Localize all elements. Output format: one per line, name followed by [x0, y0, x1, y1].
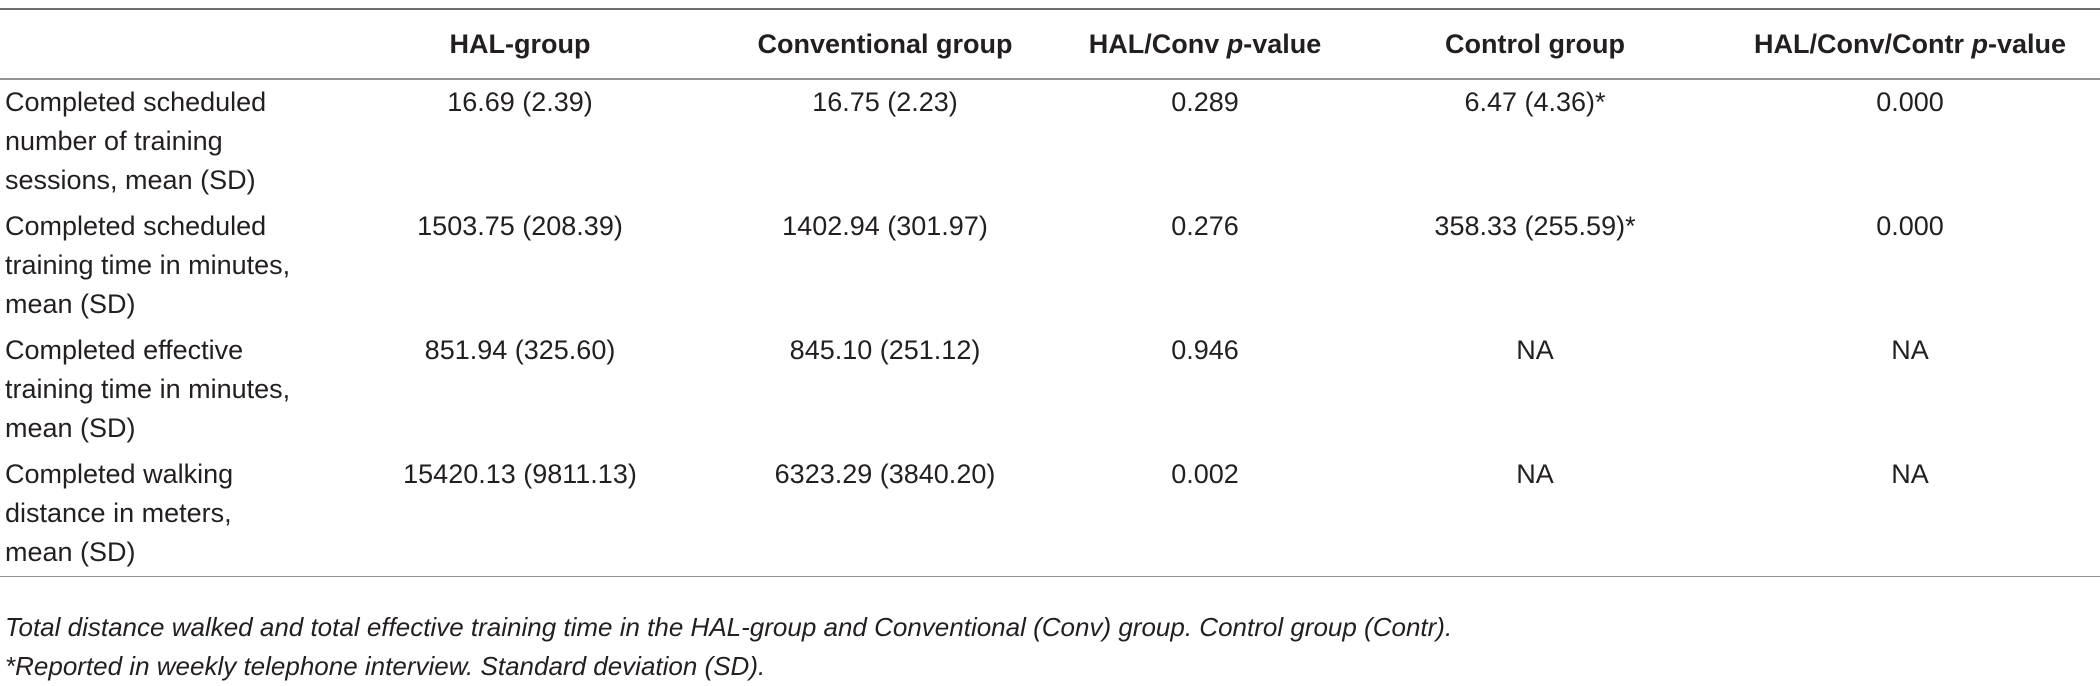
header-text: HAL/Conv/Contr [1753, 28, 1972, 59]
cell-p-all: NA [1891, 334, 1929, 365]
header-conventional-group: Conventional group [757, 28, 1013, 59]
row-label-line: Completed scheduled [5, 210, 267, 241]
row-label-line: distance in meters, [5, 497, 232, 528]
cell-p-hal-conv: 0.276 [1171, 210, 1239, 241]
cell-conventional: 16.75 (2.23) [812, 86, 958, 117]
row-label-line: Completed effective [5, 334, 244, 365]
row-label-line: mean (SD) [5, 288, 136, 319]
table-header-row: HAL-group Conventional group HAL/Conv p-… [0, 10, 2100, 78]
header-hal-group: HAL-group [449, 28, 591, 59]
header-hal-conv-contr-p-value: HAL/Conv/Contr p-value [1720, 10, 2100, 78]
row-label-line: training time in minutes, [5, 373, 291, 404]
results-table: HAL-group Conventional group HAL/Conv p-… [0, 10, 2100, 576]
header-hal-conv-p-value: HAL/Conv p-value [1060, 10, 1350, 78]
cell-hal: 16.69 (2.39) [447, 86, 593, 117]
table-footnotes: Total distance walked and total effectiv… [5, 608, 1452, 686]
header-divider-rule [0, 78, 2100, 80]
row-label: Completed scheduled training time in min… [0, 204, 330, 328]
table-row: Completed effective training time in min… [0, 328, 2100, 452]
row-label: Completed scheduled number of training s… [0, 80, 330, 204]
row-label-line: Completed walking [5, 458, 234, 489]
header-text: HAL/Conv [1088, 28, 1227, 59]
cell-hal: 1503.75 (208.39) [417, 210, 623, 241]
cell-p-hal-conv: 0.289 [1171, 86, 1239, 117]
table-row: Completed walking distance in meters, me… [0, 452, 2100, 576]
row-label: Completed effective training time in min… [0, 328, 330, 452]
cell-p-all: 0.000 [1876, 210, 1944, 241]
cell-conventional: 6323.29 (3840.20) [774, 458, 996, 489]
cell-control: 6.47 (4.36)* [1464, 86, 1606, 117]
cell-p-hal-conv: 0.002 [1171, 458, 1239, 489]
cell-p-all: NA [1891, 458, 1929, 489]
row-label-line: number of training [5, 125, 223, 156]
cell-control: NA [1516, 334, 1554, 365]
header-control-group: Control group [1445, 28, 1625, 59]
footnote: *Reported in weekly telephone interview.… [5, 651, 766, 681]
cell-hal: 851.94 (325.60) [424, 334, 616, 365]
cell-hal: 15420.13 (9811.13) [403, 458, 637, 489]
cell-p-all: 0.000 [1876, 86, 1944, 117]
cell-p-hal-conv: 0.946 [1171, 334, 1239, 365]
table-bottom-rule [0, 575, 2100, 577]
cell-conventional: 1402.94 (301.97) [782, 210, 988, 241]
row-label-line: training time in minutes, [5, 249, 291, 280]
header-text: -value [1243, 28, 1322, 59]
row-label-line: sessions, mean (SD) [5, 164, 256, 195]
header-empty [0, 10, 330, 78]
row-label-line: mean (SD) [5, 536, 136, 567]
header-text: -value [1987, 28, 2067, 59]
row-label: Completed walking distance in meters, me… [0, 452, 330, 576]
table-row: Completed scheduled training time in min… [0, 204, 2100, 328]
table-top-rule [0, 8, 2100, 10]
header-p-italic: p [1226, 28, 1244, 59]
results-table-container: HAL-group Conventional group HAL/Conv p-… [0, 8, 2100, 577]
row-label-line: Completed scheduled [5, 86, 267, 117]
cell-control: 358.33 (255.59)* [1434, 210, 1636, 241]
cell-conventional: 845.10 (251.12) [789, 334, 981, 365]
footnote: Total distance walked and total effectiv… [5, 612, 1453, 642]
row-label-line: mean (SD) [5, 412, 136, 443]
cell-control: NA [1516, 458, 1554, 489]
header-p-italic: p [1971, 28, 1988, 59]
table-row: Completed scheduled number of training s… [0, 80, 2100, 204]
